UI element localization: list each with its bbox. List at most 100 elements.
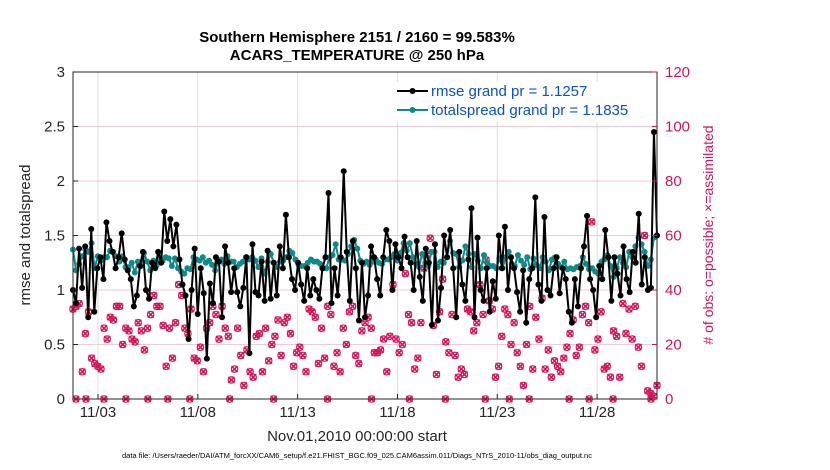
obs-assimilated-marker (622, 330, 630, 338)
rmse-point (641, 254, 648, 261)
obs-assimilated-marker (585, 319, 593, 327)
obs-assimilated-marker (634, 343, 642, 351)
obs-assimilated-marker (532, 313, 540, 321)
rmse-point (261, 297, 268, 304)
obs-possible-marker (494, 362, 503, 371)
obs-possible-marker (149, 291, 158, 300)
obs-assimilated-marker (367, 324, 375, 332)
obs-assimilated-marker (159, 321, 167, 329)
rmse-point (587, 276, 594, 283)
rmse-point (577, 265, 584, 272)
rmse-point (462, 297, 469, 304)
obs-assimilated-marker (529, 365, 537, 373)
obs-assimilated-marker (442, 338, 450, 346)
obs-possible-marker (196, 343, 205, 352)
rmse-point (584, 212, 591, 219)
obs-possible-marker (426, 234, 435, 243)
rmse-point (450, 265, 457, 272)
rmse-point (322, 254, 329, 261)
rmse-point (590, 287, 597, 293)
rmse-point (501, 223, 508, 230)
obs-assimilated-marker (386, 332, 394, 340)
rmse-point (477, 287, 484, 293)
obs-assimilated-marker (97, 365, 105, 373)
obs-assimilated-marker (591, 346, 599, 354)
y2-axis-label: # of obs: o=possible; ×=assimilated (700, 125, 716, 344)
totalspread-point (521, 261, 528, 268)
obs-possible-marker (578, 310, 587, 319)
x-tick-label: 11/18 (379, 404, 415, 421)
rmse-point (343, 248, 350, 255)
obs-assimilated-marker (588, 218, 596, 226)
obs-assimilated-marker (479, 310, 487, 319)
obs-assimilated-marker (116, 302, 124, 310)
rmse-point (495, 232, 502, 239)
rmse-point (608, 297, 615, 304)
obs-assimilated-marker (616, 373, 624, 381)
obs-possible-marker (240, 381, 248, 390)
rmse-point (143, 287, 149, 293)
rmse-point (514, 289, 521, 296)
obs-assimilated-marker (383, 368, 391, 376)
totalspread-point (524, 254, 531, 261)
obs-possible-marker (358, 327, 366, 335)
rmse-point (480, 297, 487, 304)
rmse-point (523, 319, 530, 326)
obs-possible-marker (628, 335, 636, 343)
obs-possible-marker (547, 373, 556, 382)
obs-assimilated-marker (168, 354, 176, 362)
rmse-point (377, 292, 384, 299)
obs-assimilated-marker (560, 354, 568, 362)
obs-assimilated-marker (345, 308, 354, 316)
obs-assimilated-marker (495, 362, 503, 370)
totalspread-point (518, 257, 525, 264)
totalspread-point (480, 252, 487, 259)
obs-assimilated-marker (274, 316, 282, 324)
obs-assimilated-marker (491, 373, 500, 381)
totalspread-point (168, 263, 175, 270)
totalspread-point (641, 248, 648, 255)
obs-possible-marker (168, 354, 177, 362)
obs-possible-marker (634, 343, 643, 352)
obs-assimilated-marker (339, 324, 347, 332)
rmse-point (374, 276, 381, 283)
rmse-point (158, 259, 165, 266)
rmse-point (611, 254, 618, 261)
obs-assimilated-marker (258, 368, 267, 376)
obs-possible-marker (640, 231, 649, 240)
obs-assimilated-marker (349, 302, 357, 310)
rmse-point (231, 265, 238, 272)
y2-tick-label: 80 (665, 173, 682, 190)
rmse-point (112, 265, 119, 272)
y-tick-label: 0 (57, 391, 65, 408)
rmse-point (635, 210, 642, 217)
rmse-point (392, 241, 399, 248)
obs-assimilated-marker (467, 308, 475, 316)
totalspread-point (419, 251, 426, 258)
rmse-point (91, 308, 98, 315)
obs-possible-marker (171, 318, 180, 327)
obs-assimilated-marker (625, 305, 633, 313)
rmse-point (127, 276, 134, 283)
rmse-point (380, 254, 387, 261)
rmse-point (511, 265, 518, 272)
rmse-point (602, 227, 609, 234)
obs-possible-marker (224, 332, 233, 341)
obs-assimilated-marker (140, 346, 149, 354)
x-tick-label: 11/08 (180, 404, 216, 421)
rmse-point (371, 254, 378, 261)
totalspread-point (205, 257, 212, 264)
rmse-point (535, 281, 542, 288)
rmse-point (304, 265, 311, 272)
obs-assimilated-marker (81, 330, 89, 338)
obs-assimilated-marker (358, 327, 366, 335)
totalspread-point (199, 254, 206, 261)
rmse-line (72, 130, 658, 360)
obs-assimilated-marker (240, 381, 248, 389)
obs-possible-marker (354, 359, 363, 368)
obs-possible-marker (541, 365, 549, 373)
rmse-point (553, 254, 560, 261)
y-tick-label: 1.5 (44, 228, 65, 245)
obs-assimilated-marker (609, 327, 618, 335)
obs-assimilated-marker (417, 319, 425, 327)
